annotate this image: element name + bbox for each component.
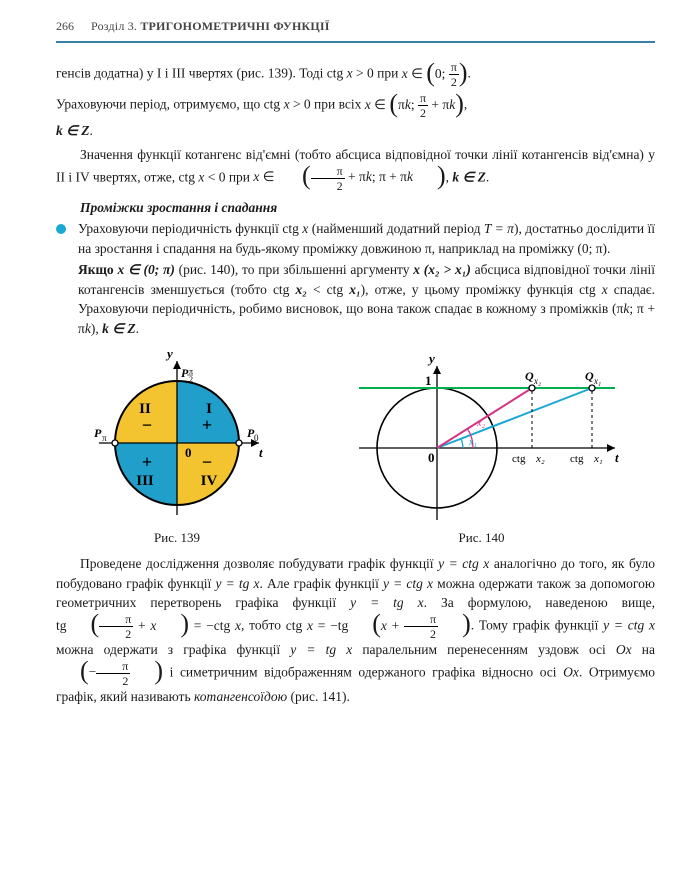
- svg-text:IV: IV: [200, 473, 217, 489]
- t: і симетричним відображенням одержаного г…: [163, 664, 563, 679]
- t: y = ctg x: [383, 576, 433, 591]
- svg-text:P: P: [94, 426, 102, 440]
- para-1: генсів додатна) у I і III чвертях (рис. …: [56, 61, 655, 88]
- fig140-svg: 0 1 y t Q x₂ Q x₁ ctg x₂ ctg x₁ x₁ x₂: [342, 348, 622, 523]
- t: паралельним перенесенням уздовж осі: [352, 642, 616, 657]
- page-number: 266: [56, 19, 74, 33]
- t: . Тому графік функції: [471, 618, 603, 633]
- bul-p2: Якщо x ∈ (0; π) (рис. 140), то при збіль…: [78, 260, 655, 338]
- svg-text:x₁: x₁: [593, 453, 603, 465]
- header-rule: [56, 41, 655, 43]
- svg-text:t: t: [259, 445, 263, 460]
- t: , тобто: [241, 618, 286, 633]
- t: < ctg: [307, 282, 349, 297]
- t: y = tg x: [215, 576, 259, 591]
- svg-text:ctg: ctg: [570, 453, 584, 465]
- svg-text:t: t: [615, 450, 619, 465]
- t: Ураховуючи періодичність функції ctg: [78, 221, 302, 236]
- svg-text:2: 2: [189, 375, 193, 384]
- svg-text:P: P: [181, 366, 189, 380]
- bul-p1: Ураховуючи періодичність функції ctg x (…: [78, 219, 655, 258]
- t: Якщо: [78, 262, 117, 277]
- t: y = tg x: [290, 642, 352, 657]
- svg-text:+: +: [141, 452, 151, 472]
- t: ), отже, у цьому проміжку функція ctg: [361, 282, 602, 297]
- bullet-icon: [56, 224, 66, 234]
- section-label: Розділ 3.: [91, 19, 140, 33]
- svg-text:0: 0: [185, 445, 192, 460]
- svg-text:−: −: [201, 452, 211, 472]
- svg-text:x₁: x₁: [468, 437, 477, 448]
- t: генсів додатна) у I і III чвертях (рис. …: [56, 66, 347, 81]
- t: x ∈ (0; π): [117, 262, 174, 277]
- subhead-text: Проміжки зростання і спадання: [80, 200, 277, 215]
- t: (найменший додатний період: [308, 221, 484, 236]
- para-2: Ураховуючи період, отримуємо, що ctg x >…: [56, 92, 655, 119]
- bullet-block: Ураховуючи періодичність функції ctg x (…: [56, 219, 655, 340]
- t: на: [632, 642, 655, 657]
- svg-text:0: 0: [428, 450, 435, 465]
- t: .: [468, 66, 471, 81]
- t: .: [136, 321, 139, 336]
- figure-139: I II III IV + − + − 0 y t P 0 P π P π: [90, 348, 265, 548]
- fig139-svg: I II III IV + − + − 0 y t P 0 P π P π: [90, 348, 265, 523]
- t: > 0 при: [353, 66, 402, 81]
- t: можна одержати з графіка функції: [56, 642, 290, 657]
- svg-text:π: π: [102, 433, 107, 443]
- page-header: 266 Розділ 3. ТРИГОНОМЕТРИЧНІ ФУНКЦІЇ: [56, 18, 655, 35]
- fig139-caption: Рис. 139: [90, 529, 265, 548]
- para-2b: k ∈ Z.: [56, 121, 655, 141]
- t: k ∈ Z: [56, 123, 90, 138]
- t: Ураховуючи період, отримуємо, що ctg: [56, 97, 284, 112]
- svg-text:+: +: [201, 415, 211, 435]
- t: ),: [91, 321, 102, 336]
- t: y = ctg x: [603, 618, 655, 633]
- t: k ∈ Z: [452, 169, 486, 184]
- para-3: Значення функції котангенс від'ємні (тоб…: [56, 145, 655, 192]
- svg-text:0: 0: [254, 433, 259, 443]
- figure-140: 0 1 y t Q x₂ Q x₁ ctg x₂ ctg x₁ x₁ x₂ Ри…: [342, 348, 622, 548]
- svg-text:y: y: [165, 348, 173, 361]
- svg-text:−: −: [141, 415, 151, 435]
- t: T = π: [484, 221, 514, 236]
- t: y = ctg x: [438, 556, 489, 571]
- svg-text:Q: Q: [525, 369, 534, 383]
- svg-text:x₂: x₂: [476, 418, 485, 429]
- t: < 0 при: [204, 169, 253, 184]
- subhead: Проміжки зростання і спадання: [56, 198, 655, 218]
- figures-row: I II III IV + − + − 0 y t P 0 P π P π: [56, 348, 655, 548]
- svg-text:x₂: x₂: [535, 453, 545, 465]
- svg-text:Q: Q: [585, 369, 594, 383]
- svg-text:x₁: x₁: [593, 376, 601, 386]
- t: . Але графік функції: [260, 576, 383, 591]
- svg-text:ctg: ctg: [512, 453, 526, 465]
- t: y = tg x: [350, 595, 424, 610]
- t: ,: [464, 97, 467, 112]
- t: Ox: [616, 642, 632, 657]
- t: .: [486, 169, 489, 184]
- t: . За формулою, наведеною вище,: [424, 595, 655, 610]
- para-4: Проведене дослідження дозволяє побудуват…: [56, 554, 655, 706]
- t: (рис. 141).: [287, 689, 350, 704]
- t: (рис. 140), то при збільшенні аргументу: [175, 262, 413, 277]
- t: Проведене дослідження дозволяє побудуват…: [80, 556, 438, 571]
- t: x (x₂ > x₁): [413, 262, 471, 277]
- t: Ox: [563, 664, 579, 679]
- t: > 0 при всіх: [290, 97, 365, 112]
- t: котангенсоїдою: [194, 689, 287, 704]
- t: x₂: [295, 282, 306, 297]
- fig140-caption: Рис. 140: [342, 529, 622, 548]
- svg-text:III: III: [136, 473, 154, 489]
- svg-text:x₂: x₂: [533, 376, 541, 386]
- svg-text:y: y: [427, 351, 435, 366]
- svg-text:1: 1: [425, 373, 432, 388]
- t: .: [90, 123, 93, 138]
- section-title: ТРИГОНОМЕТРИЧНІ ФУНКЦІЇ: [140, 19, 329, 33]
- t: x₁: [349, 282, 360, 297]
- t: k ∈ Z: [102, 321, 136, 336]
